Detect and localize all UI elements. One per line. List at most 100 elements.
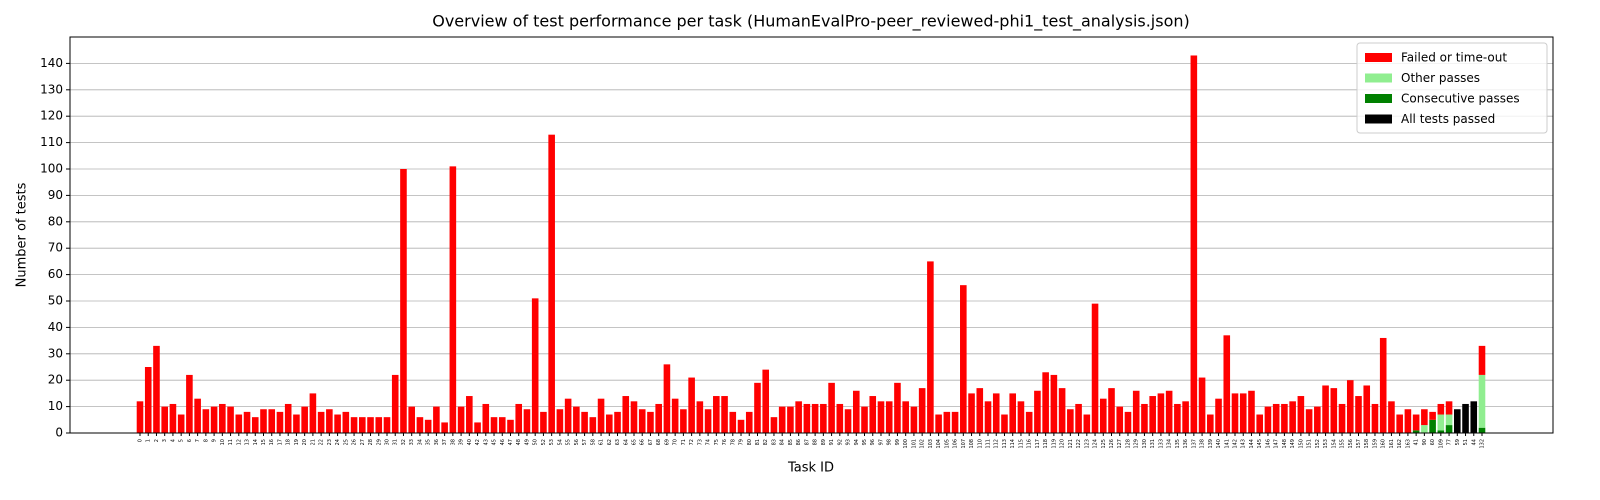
x-tick-label: 99 xyxy=(895,439,901,445)
x-tick-label: 9 xyxy=(212,439,218,442)
x-tick-label: 152 xyxy=(1315,439,1321,449)
x-tick-label: 22 xyxy=(319,439,325,445)
bar-segment xyxy=(1174,403,1181,433)
bar-segment xyxy=(466,396,473,433)
x-tick-label: 65 xyxy=(631,439,637,445)
x-tick-label: 59 xyxy=(1455,439,1461,445)
bar-segment xyxy=(836,403,844,433)
bar-segment xyxy=(177,414,185,433)
legend-box xyxy=(1356,42,1548,134)
bar-segment xyxy=(1445,425,1453,433)
x-tick-label: 13 xyxy=(245,439,251,445)
y-tick-label: 120 xyxy=(40,109,63,123)
bar-segment xyxy=(1264,406,1272,433)
bar-segment xyxy=(902,401,909,433)
x-tick-label: 91 xyxy=(829,439,835,445)
y-tick-label: 50 xyxy=(48,294,63,308)
x-tick-label: 138 xyxy=(1200,439,1206,449)
x-tick-label: 134 xyxy=(1167,439,1173,449)
bar-segment xyxy=(301,406,308,433)
x-tick-label: 107 xyxy=(961,439,967,449)
bar-segment xyxy=(647,411,654,433)
legend-label: Failed or time-out xyxy=(1401,51,1507,65)
x-tick-label: 36 xyxy=(434,439,440,445)
bar-segment xyxy=(1305,409,1313,433)
legend-label: All tests passed xyxy=(1401,112,1495,126)
x-tick-label: 58 xyxy=(590,439,596,445)
x-tick-label: 76 xyxy=(722,439,728,445)
bar-segment xyxy=(1478,427,1486,433)
bar-segment xyxy=(276,411,284,433)
bar-segment xyxy=(1412,430,1420,433)
bar-segment xyxy=(482,403,490,433)
bar-segment xyxy=(1034,390,1041,433)
x-tick-label: 3 xyxy=(162,439,168,442)
bar-segment xyxy=(688,377,695,433)
bar-segment xyxy=(861,406,868,433)
x-tick-label: 153 xyxy=(1323,439,1329,449)
x-tick-label: 4 xyxy=(170,439,176,442)
bar-segment xyxy=(194,398,201,433)
bar-segment xyxy=(960,285,967,433)
bar-segment xyxy=(1050,374,1058,433)
bar-segment xyxy=(1412,414,1420,431)
x-tick-label: 21 xyxy=(310,439,316,445)
x-tick-label: 64 xyxy=(623,439,629,445)
x-tick-label: 55 xyxy=(566,439,572,445)
x-tick-label: 105 xyxy=(944,439,950,449)
bar-segment xyxy=(1396,414,1403,433)
x-tick-label: 49 xyxy=(524,439,530,445)
bar-segment xyxy=(1190,55,1198,433)
bar-segment xyxy=(424,419,432,433)
bar-segment xyxy=(1297,396,1305,433)
bar-segment xyxy=(227,406,234,433)
legend-label: Other passes xyxy=(1401,71,1480,85)
bar-segment xyxy=(268,409,276,433)
bar-segment xyxy=(1116,406,1124,433)
bar-segment xyxy=(943,411,951,433)
x-tick-label: 83 xyxy=(771,439,777,445)
bar-segment xyxy=(1025,411,1033,433)
bar-segment xyxy=(935,414,942,433)
bar-segment xyxy=(614,411,621,433)
bar-segment xyxy=(1330,388,1338,433)
bar-segment xyxy=(564,398,572,433)
x-tick-label: 78 xyxy=(730,439,736,445)
bar-segment xyxy=(1009,393,1017,433)
bar-segment xyxy=(894,382,901,433)
y-tick-label: 100 xyxy=(40,162,63,176)
bar-segment xyxy=(869,396,877,433)
bar-segment xyxy=(1371,403,1379,433)
bar-segment xyxy=(169,403,177,433)
x-tick-label: 123 xyxy=(1084,439,1090,449)
bar-segment xyxy=(556,409,564,433)
bar-segment xyxy=(334,414,341,433)
x-tick-label: 7 xyxy=(195,439,201,442)
bar-segment xyxy=(1017,401,1025,433)
x-tick-label: 75 xyxy=(714,439,720,445)
x-tick-label: 89 xyxy=(821,439,827,445)
y-tick-label: 30 xyxy=(48,346,63,360)
bar-segment xyxy=(581,411,588,433)
x-tick-label: 86 xyxy=(796,439,802,445)
bar-segment xyxy=(1470,401,1478,433)
x-tick-label: 101 xyxy=(911,439,917,449)
x-tick-label: 19 xyxy=(294,439,300,445)
x-tick-label: 96 xyxy=(870,439,876,445)
legend-swatch xyxy=(1365,73,1392,83)
bar-segment xyxy=(293,414,300,433)
x-tick-label: 108 xyxy=(969,439,975,449)
bar-segment xyxy=(885,401,893,433)
bar-segment xyxy=(507,419,514,433)
x-tick-label: 80 xyxy=(747,439,753,445)
bar-segment xyxy=(1157,393,1165,433)
bar-segment xyxy=(737,419,745,433)
x-tick-label: 24 xyxy=(335,439,341,445)
bar-segment xyxy=(359,417,366,433)
bar-segment xyxy=(1075,403,1082,433)
bar-segment xyxy=(770,417,778,433)
bar-segment xyxy=(186,374,193,433)
bar-segment xyxy=(391,374,399,433)
x-tick-label: 66 xyxy=(640,439,646,445)
x-tick-label: 54 xyxy=(557,439,563,445)
